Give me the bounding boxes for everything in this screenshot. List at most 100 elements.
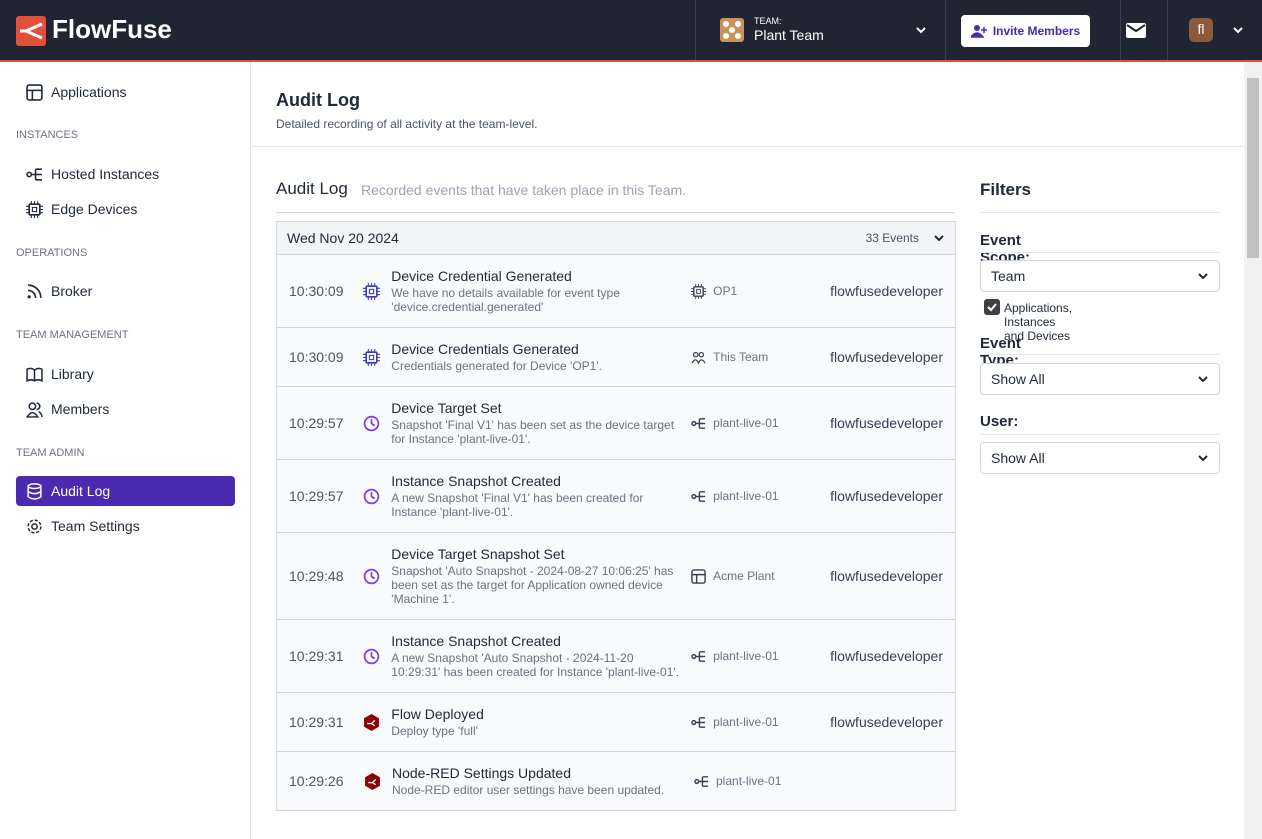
event-text: Device Target Snapshot Set Snapshot 'Auto… (391, 546, 679, 606)
log-entry[interactable]: 10:30:09 Device Credential Generated We ha… (276, 255, 956, 328)
user-select[interactable]: Show All (980, 442, 1220, 474)
icon-shape (369, 354, 375, 360)
rule (980, 354, 1220, 355)
nav-item[interactable]: Broker (16, 276, 235, 306)
icon (691, 351, 706, 365)
icon (691, 283, 707, 299)
event-icon (357, 713, 388, 731)
type-select[interactable]: Show All (980, 363, 1220, 395)
icon (691, 490, 706, 502)
nav-item[interactable]: Team Settings (16, 511, 235, 541)
icon-shape (691, 358, 706, 365)
page-header: Audit Log Detailed recording of all acti… (251, 62, 1244, 147)
event-count: 33 Events (865, 231, 919, 245)
team-chevron[interactable] (915, 24, 927, 36)
log-entry[interactable]: 10:29:31 Instance Snapshot Created A new S… (276, 620, 956, 693)
icon-shape (695, 417, 706, 429)
select-chevron (1198, 273, 1208, 280)
sidebar: Applications INSTANCES Hosted Instances Edg… (0, 62, 251, 839)
icon-shape (27, 89, 42, 100)
icon-shape (364, 713, 380, 731)
event-text: Device Credential Generated We have no de… (391, 268, 679, 314)
log-entry[interactable]: 10:29:26 Node-RED Settings Updated Node-RE… (276, 752, 956, 811)
brand[interactable]: FlowFuse (52, 14, 172, 44)
icon-shape (27, 294, 31, 298)
section-heading: TEAM MANAGEMENT (16, 329, 129, 341)
event-body: Snapshot 'Auto Snapshot - 2024-08-27 10:… (391, 564, 674, 606)
icon (27, 482, 42, 500)
nav-label: Members (51, 401, 110, 417)
event-scope: plant-live-01 (691, 416, 830, 431)
scope-name: plant-live-01 (713, 649, 779, 663)
event-body: Snapshot 'Final V1' has been set as the … (391, 418, 675, 446)
icon-shape (696, 288, 702, 294)
event-user: flowfusedeveloper (830, 349, 944, 365)
event-text: Node-RED Settings Updated Node-RED editor… (392, 765, 682, 797)
icon (364, 415, 380, 431)
icon (694, 775, 709, 787)
scroll-thumb[interactable] (1247, 78, 1259, 258)
nav-item[interactable]: Edge Devices (16, 194, 235, 224)
event-user: flowfusedeveloper (830, 283, 944, 299)
nav-item[interactable]: Hosted Instances (16, 159, 235, 189)
team-avatar (720, 18, 744, 42)
inbox-icon[interactable] (1126, 23, 1146, 38)
nav-label: Broker (51, 283, 93, 299)
nav-item[interactable]: Library (16, 359, 235, 389)
event-time: 10:29:48 (289, 568, 344, 584)
event-scope: plant-live-01 (691, 489, 830, 504)
event-time: 10:29:31 (289, 714, 344, 730)
event-icon (357, 772, 388, 790)
event-title: Instance Snapshot Created (391, 473, 561, 489)
icon-shape (36, 401, 43, 417)
icon (27, 518, 42, 534)
nav-label: Hosted Instances (51, 166, 160, 182)
section-heading: INSTANCES (16, 129, 79, 141)
icon-shape (365, 350, 378, 364)
icon-shape (691, 719, 697, 725)
page-subtitle: Detailed recording of all activity at th… (276, 117, 538, 131)
event-user: flowfusedeveloper (830, 568, 944, 584)
nav-item[interactable]: Members (16, 394, 235, 424)
icon (691, 417, 706, 429)
user-avatar[interactable]: fl (1189, 18, 1213, 42)
user-value: Show All (991, 450, 1045, 466)
date-header[interactable]: Wed Nov 20 2024 33 Events (276, 221, 956, 255)
rule (980, 252, 1220, 253)
log-entry[interactable]: 10:29:57 Instance Snapshot Created A new S… (276, 460, 956, 533)
log-entry[interactable]: 10:29:31 Flow Deployed Deploy type 'full' p… (276, 693, 956, 752)
icon (26, 200, 43, 218)
logo-icon[interactable] (16, 16, 46, 46)
icon (364, 713, 380, 731)
team-name[interactable]: Plant Team (754, 27, 824, 43)
icon-shape (26, 200, 43, 218)
log-entry[interactable]: 10:30:09 Device Credentials Generated Cred… (276, 328, 956, 387)
icon-shape (26, 83, 43, 101)
icon-shape (364, 568, 380, 584)
collapse-chevron[interactable] (933, 232, 945, 244)
icon-shape (368, 778, 377, 785)
scope-select[interactable]: Team (980, 260, 1220, 292)
scope-name: plant-live-01 (713, 489, 779, 503)
scope-checkbox-label[interactable]: Applications, Instances and Devices (1004, 301, 1073, 343)
select-chevron (1198, 455, 1208, 462)
log-entry[interactable]: 10:29:57 Device Target Set Snapshot 'Final… (276, 387, 956, 460)
icon-shape (369, 288, 375, 294)
scrollbar[interactable] (1244, 62, 1262, 839)
icon-shape (365, 284, 378, 298)
nav-label: Audit Log (51, 483, 111, 499)
icon-shape (691, 568, 706, 584)
nav-item[interactable]: Applications (16, 77, 235, 107)
log-entry[interactable]: 10:29:48 Device Target Snapshot Set Snapsh… (276, 533, 956, 620)
type-value: Show All (991, 371, 1045, 387)
nav-label: Team Settings (51, 518, 140, 534)
nav-item[interactable]: Audit Log (16, 476, 235, 506)
user-chevron[interactable] (1232, 24, 1244, 36)
log-subtitle: Recorded events that have taken place in… (361, 182, 687, 198)
rule (980, 434, 1220, 435)
invite-button[interactable]: Invite Members (961, 15, 1090, 47)
event-icon (357, 488, 388, 505)
scope-checkbox[interactable] (984, 299, 1000, 315)
icon-shape (691, 493, 697, 499)
team-label: TEAM: (754, 16, 782, 26)
